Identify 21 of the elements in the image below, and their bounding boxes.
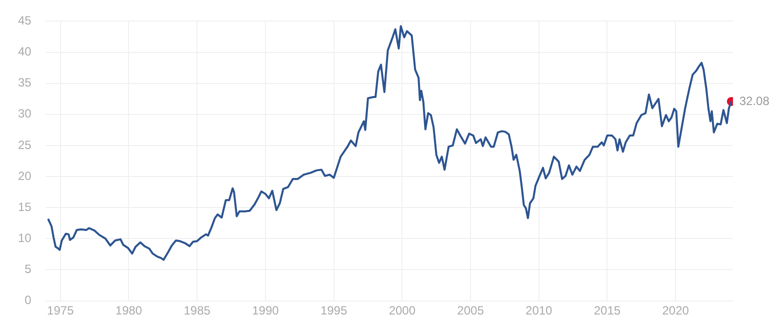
x-tick-label: 2015 <box>594 303 621 318</box>
x-tick-label: 2010 <box>526 303 553 318</box>
y-tick-label: 5 <box>24 262 32 276</box>
y-tick-label: 20 <box>18 168 32 183</box>
y-tick-label: 25 <box>18 138 32 152</box>
x-tick-label: 2020 <box>662 303 690 318</box>
y-tick-label: 30 <box>18 106 32 121</box>
y-tick-label: 0 <box>24 293 32 308</box>
x-tick-label: 2005 <box>457 303 484 318</box>
y-tick-label: 45 <box>18 14 32 28</box>
y-tick-label: 35 <box>18 76 32 90</box>
x-tick-label: 1995 <box>320 303 348 318</box>
x-tick-label: 1985 <box>184 303 211 318</box>
x-tick-label: 1990 <box>252 303 280 318</box>
y-tick-label: 10 <box>18 230 32 245</box>
y-tick-label: 15 <box>18 200 32 214</box>
x-tick-label: 2000 <box>388 303 416 318</box>
annotation: 32.08 <box>739 94 770 108</box>
y-tick-label: 40 <box>18 44 32 59</box>
x-tick-label: 1975 <box>47 303 74 318</box>
x-tick-label: 1980 <box>115 303 142 318</box>
